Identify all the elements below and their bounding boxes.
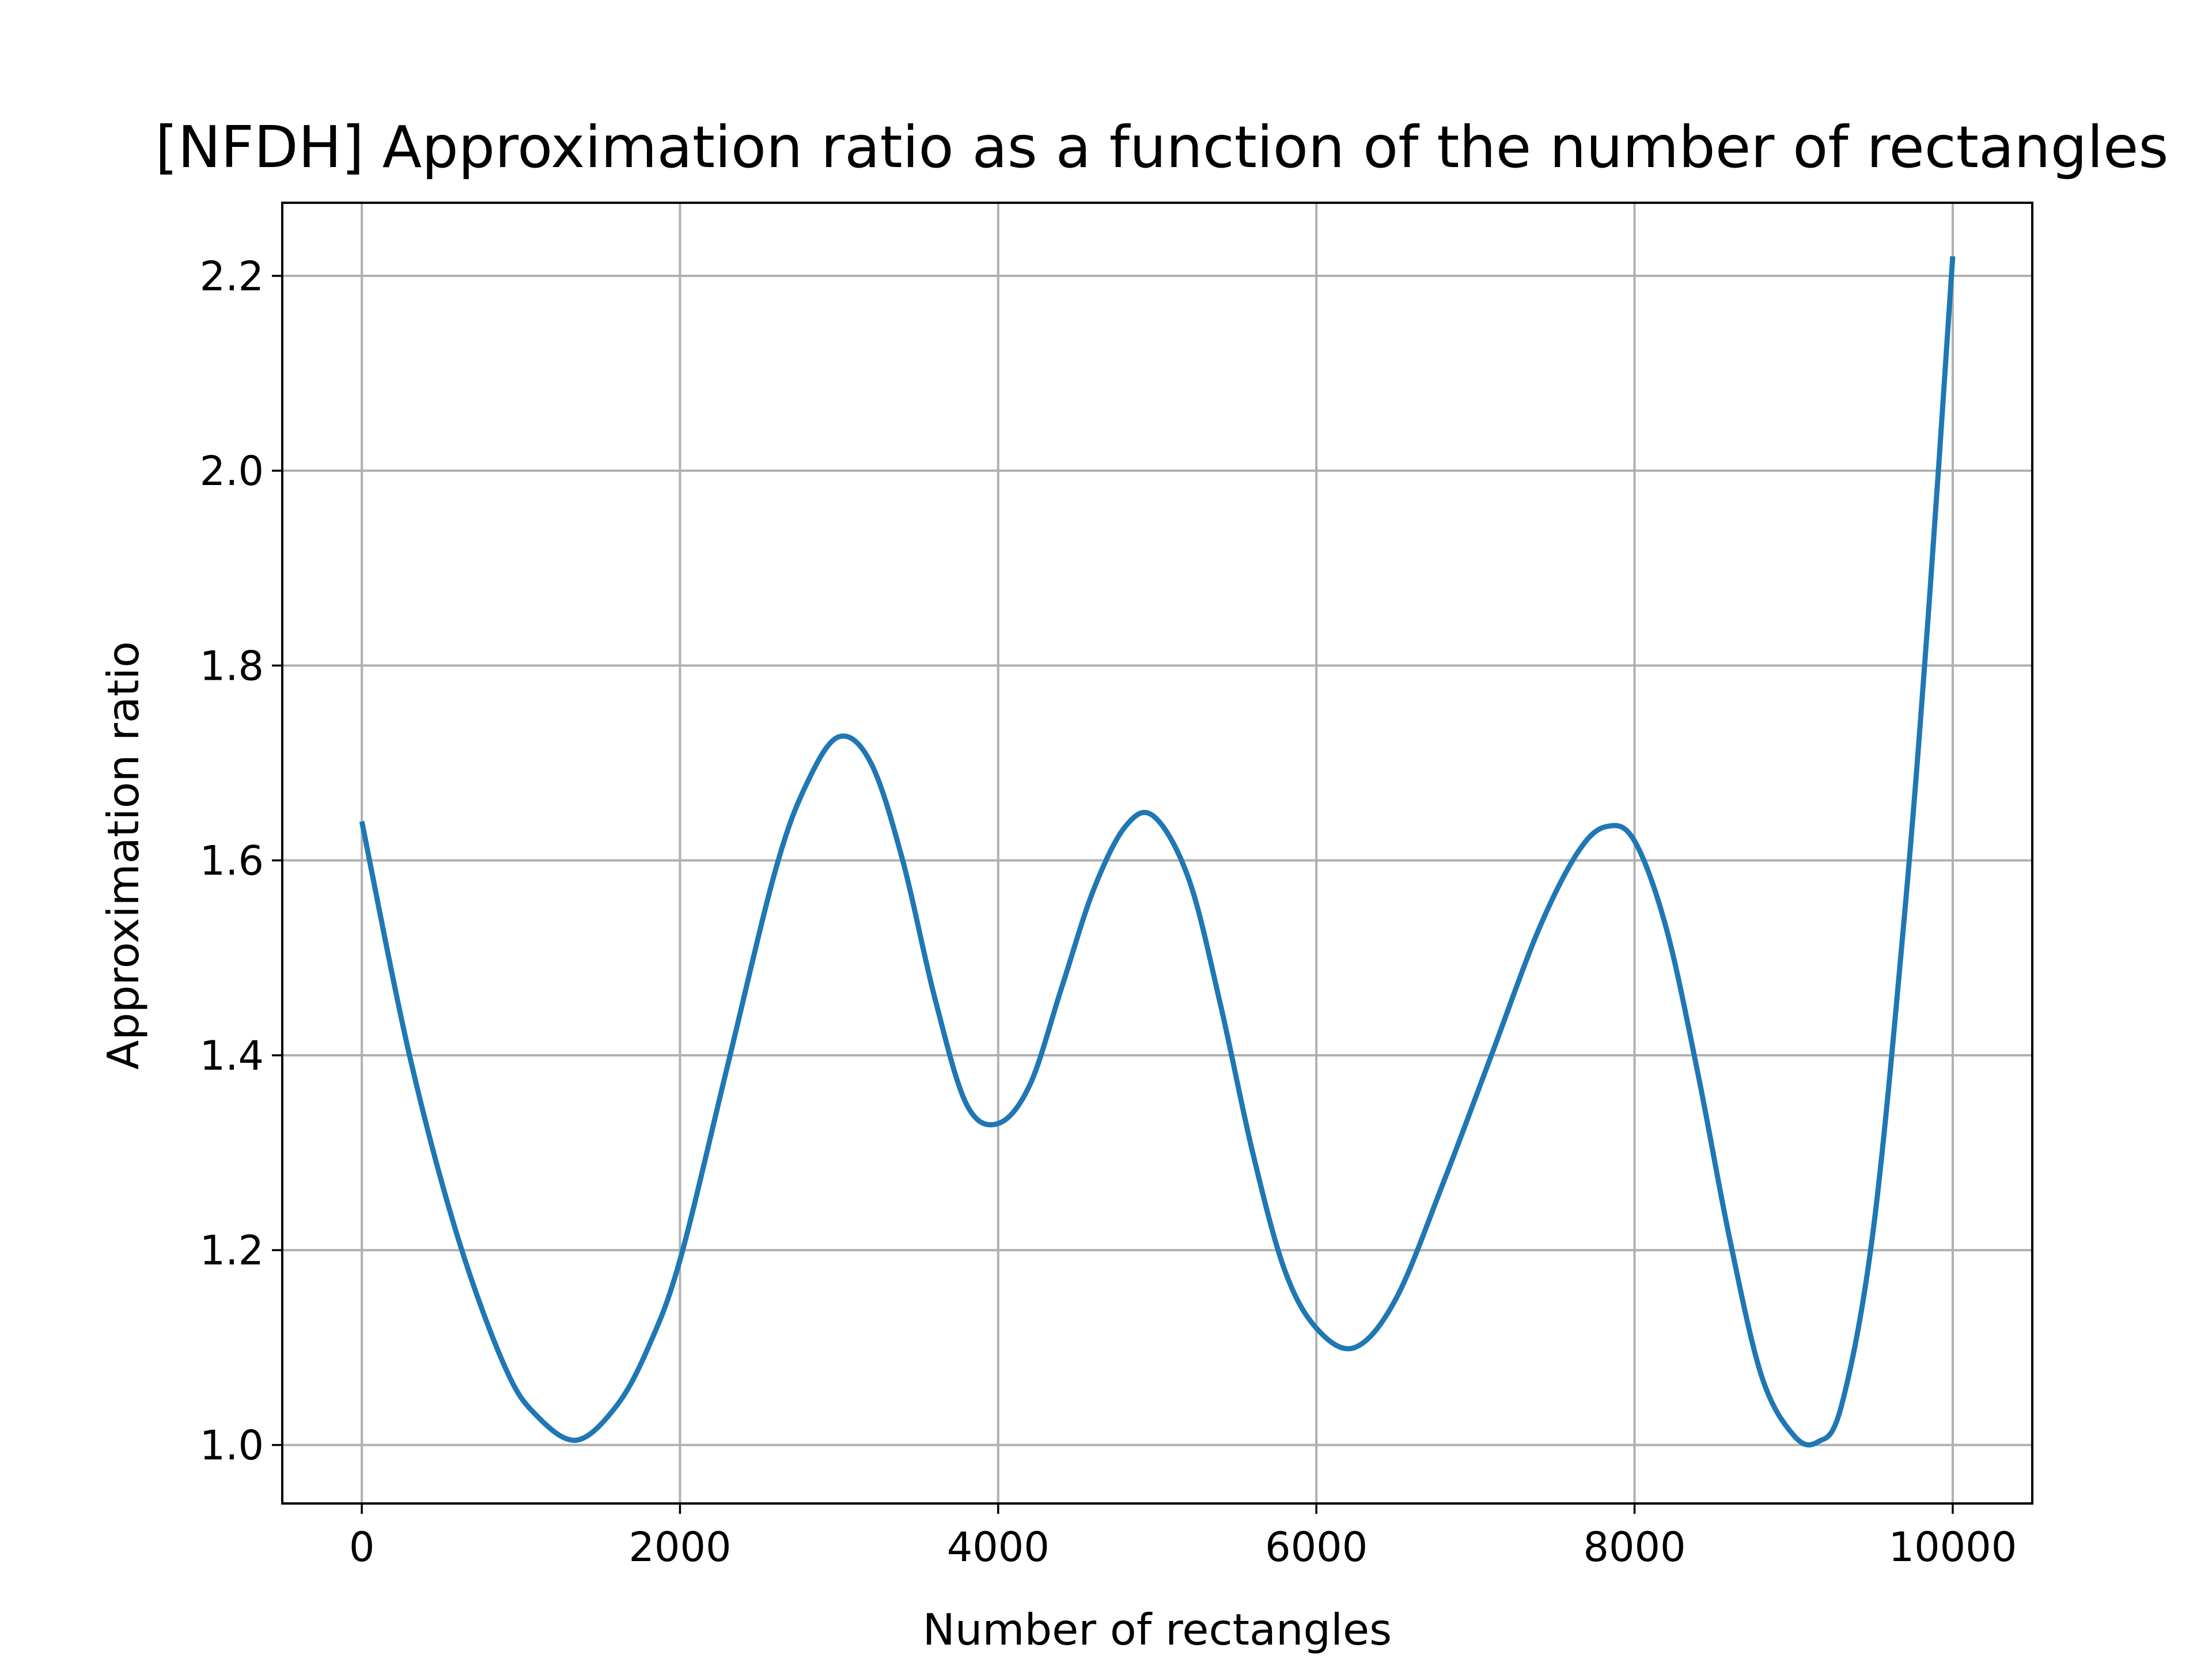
x-tick-label: 8000 (1583, 1524, 1685, 1571)
series-layer (359, 256, 1956, 1448)
x-gridlines (361, 203, 1954, 1503)
y-tick-label: 1.0 (200, 1422, 264, 1469)
x-tick-label: 4000 (947, 1524, 1050, 1571)
y-gridlines (282, 274, 2032, 1446)
x-tick-label: 2000 (628, 1524, 731, 1571)
x-axis-ticks: 0 2000 4000 6000 8000 10000 (349, 1503, 2017, 1571)
y-tick-label: 2.0 (200, 448, 264, 495)
x-tick-label: 6000 (1265, 1524, 1368, 1571)
x-tick-label: 0 (349, 1524, 375, 1571)
y-tick-label: 1.6 (200, 838, 264, 885)
y-tick-label: 1.2 (200, 1227, 264, 1274)
chart-title: [NFDH] Approximation ratio as a function… (155, 113, 2168, 181)
y-tick-label: 1.4 (200, 1032, 264, 1080)
series-line (359, 256, 1956, 1448)
plot-frame (281, 202, 2033, 1505)
y-axis-label: Approximation ratio (98, 641, 149, 1070)
x-tick-label: 10000 (1889, 1524, 2017, 1571)
x-axis-label: Number of rectangles (923, 1604, 1392, 1655)
y-axis-ticks: 1.0 1.2 1.4 1.6 1.8 2.0 2.2 (200, 253, 282, 1469)
y-tick-label: 1.8 (200, 642, 264, 690)
y-tick-label: 2.2 (200, 253, 264, 300)
